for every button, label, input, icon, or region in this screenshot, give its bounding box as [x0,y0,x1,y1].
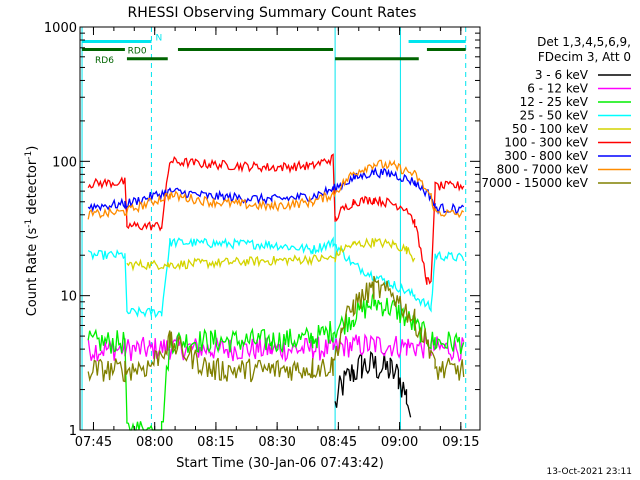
legend-label-6: 300 - 800 keV [504,149,588,163]
footer-timestamp: 13-Oct-2021 23:11 [547,467,632,477]
series-line-5 [87,153,465,285]
x-axis-label: Start Time (30-Jan-06 07:43:42) [176,456,384,471]
y-axis-label: Count Rate (s-1 detector-1) [24,146,40,317]
x-tick-label-6: 09:15 [442,435,479,450]
series-line-4 [126,237,416,272]
legend-label-0: 3 - 6 keV [535,68,589,82]
x-tick-label-0: 07:45 [75,435,112,450]
flag-label-rd0: RD0 [128,46,147,56]
y-tick-label-2: 100 [52,155,77,170]
axes: 07:45 08:00 08:15 08:30 08:45 09:00 09:15 1 10 10… [44,21,481,450]
series-line-0 [334,350,412,418]
flag-label-rd6: RD6 [95,56,114,66]
y-tick-label-3: 1000 [44,21,77,36]
x-tick-label-1: 08:00 [136,435,173,450]
legend-label-2: 12 - 25 keV [520,95,589,109]
plot-frame [79,26,481,431]
series-line-7 [87,159,465,220]
flag-label-n: N [156,33,163,43]
legend-label-4: 50 - 100 keV [512,122,589,136]
series-line-1 [87,333,465,363]
chart-title: RHESSI Observing Summary Count Rates [128,5,417,21]
series-line-3 [87,236,465,319]
x-tick-label-5: 09:00 [381,435,418,450]
x-tick-label-2: 08:15 [197,435,234,450]
x-tick-label-3: 08:30 [258,435,295,450]
plot-area: N RD0 RD6 [81,27,467,431]
legend-header-line1: Det 1,3,4,5,6,9, [537,35,631,49]
series-line-6 [87,166,465,215]
y-tick-label-1: 10 [60,290,77,305]
legend: Det 1,3,4,5,6,9, FDecim 3, Att 0 3 - 6 k… [481,35,631,190]
legend-label-8: 7000 - 15000 keV [481,176,588,190]
legend-label-3: 25 - 50 keV [520,109,589,123]
x-tick-label-4: 08:45 [320,435,357,450]
series-line-2 [87,291,465,431]
series-line-8 [87,275,465,383]
legend-label-5: 100 - 300 keV [504,136,588,150]
y-tick-label-0: 1 [69,424,77,439]
legend-label-7: 800 - 7000 keV [497,163,589,177]
legend-header-line2: FDecim 3, Att 0 [538,50,631,64]
legend-label-1: 6 - 12 keV [527,82,589,96]
